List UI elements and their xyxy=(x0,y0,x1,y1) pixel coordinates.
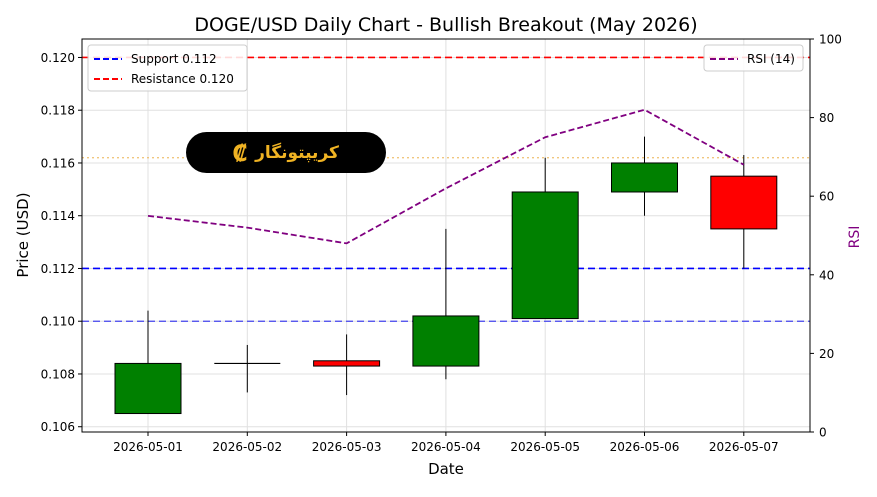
legend-rsi-label: RSI (14) xyxy=(747,52,795,66)
brand-logo: ₡ کریپتونگار xyxy=(186,132,386,173)
candle-body xyxy=(114,362,182,415)
y-tick-label: 0.118 xyxy=(41,104,75,118)
y2-tick-label: 60 xyxy=(819,190,834,204)
y-tick-label: 0.120 xyxy=(41,51,75,65)
candle-body xyxy=(511,191,579,320)
candle-body xyxy=(611,162,678,193)
x-tick-label: 2026-05-06 xyxy=(610,440,680,454)
y-tick-label: 0.108 xyxy=(41,367,75,381)
y-tick-label: 0.110 xyxy=(41,315,75,329)
rsi-series xyxy=(147,108,745,245)
x-tick-label: 2026-05-05 xyxy=(510,440,580,454)
legend-right: RSI (14) xyxy=(703,44,804,72)
y-tick-label: 0.114 xyxy=(41,209,75,223)
candles xyxy=(114,136,778,415)
x-tick-label: 2026-05-01 xyxy=(113,440,183,454)
legend-label: Support 0.112 xyxy=(131,52,217,66)
y-axis: 0.106 0.108 0.110 0.112 0.114 0.116 0.118 0.120 xyxy=(41,51,82,434)
brand-logo-symbol: ₡ xyxy=(232,142,247,167)
y2-tick-label: 0 xyxy=(819,426,827,440)
legend-label: Resistance 0.120 xyxy=(131,72,234,86)
x-axis-label: Date xyxy=(428,460,464,478)
y-tick-label: 0.116 xyxy=(41,156,75,170)
candle-body xyxy=(710,175,778,230)
y-tick-label: 0.112 xyxy=(41,262,75,276)
y2-tick-label: 20 xyxy=(819,347,834,361)
legend-left: Support 0.112 Resistance 0.120 xyxy=(87,44,248,92)
y2-axis-label: RSI xyxy=(847,226,863,249)
chart-title: DOGE/USD Daily Chart - Bullish Breakout … xyxy=(194,14,697,36)
x-tick-label: 2026-05-03 xyxy=(312,440,382,454)
y2-tick-label: 100 xyxy=(819,33,842,47)
brand-logo-text: کریپتونگار xyxy=(254,142,339,163)
y2-axis: 0 20 40 60 80 100 xyxy=(810,33,842,440)
rsi-line xyxy=(147,108,745,245)
y-tick-label: 0.106 xyxy=(41,420,75,434)
y2-tick-label: 40 xyxy=(819,268,834,282)
x-axis: 2026-05-01 2026-05-02 2026-05-03 2026-05-04… xyxy=(113,432,779,454)
candle-body xyxy=(313,360,381,367)
x-tick-label: 2026-05-04 xyxy=(411,440,481,454)
x-tick-label: 2026-05-07 xyxy=(709,440,779,454)
y2-tick-label: 80 xyxy=(819,111,834,125)
x-tick-label: 2026-05-02 xyxy=(212,440,282,454)
candle-body xyxy=(412,315,480,367)
y-axis-label: Price (USD) xyxy=(14,192,32,277)
